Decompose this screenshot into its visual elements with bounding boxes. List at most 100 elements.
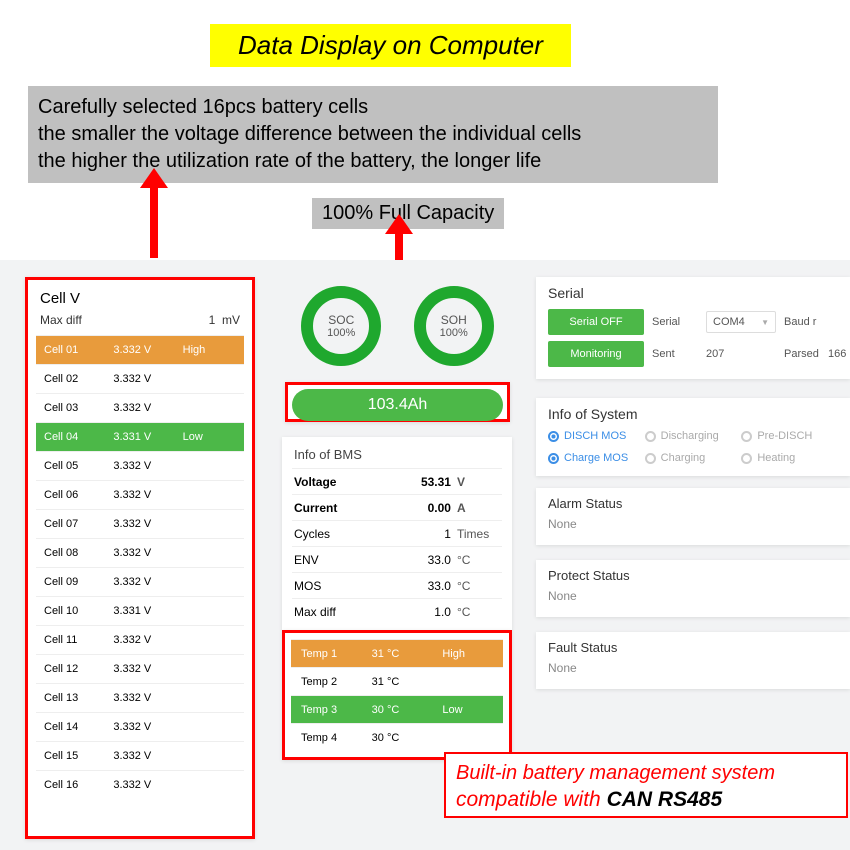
bms-value: 1: [382, 527, 457, 541]
bms-key: Voltage: [292, 475, 382, 489]
cell-name: Cell 05: [36, 460, 105, 472]
alarm-value: None: [548, 517, 838, 531]
system-info-panel: Info of System DISCH MOSDischargingPre-D…: [536, 398, 850, 476]
radio-dot-icon: [645, 431, 656, 442]
cell-voltage: 3.332 V: [105, 576, 174, 588]
bms-row: ENV33.0°C: [292, 546, 502, 572]
system-status-radio[interactable]: DISCH MOS: [548, 430, 645, 442]
system-status-radio[interactable]: Charging: [645, 452, 742, 464]
cell-voltage: 3.332 V: [105, 634, 174, 646]
cell-name: Cell 02: [36, 373, 105, 385]
cell-voltage: 3.332 V: [105, 402, 174, 414]
protect-title: Protect Status: [548, 568, 838, 589]
gauge-container: SOC 100% SOH 100%: [285, 278, 510, 373]
cell-name: Cell 15: [36, 750, 105, 762]
system-status-label: Heating: [757, 452, 795, 464]
cell-voltage: 3.331 V: [105, 605, 174, 617]
bms-unit: A: [457, 501, 502, 515]
note-line1: Built-in battery management system: [456, 760, 836, 786]
cell-name: Cell 06: [36, 489, 105, 501]
cell-voltage: 3.332 V: [105, 750, 174, 762]
bms-value: 33.0: [382, 553, 457, 567]
serial-panel: Serial Serial OFF Serial COM4▼ Baud r Mo…: [536, 277, 850, 379]
system-status-radio[interactable]: Pre-DISCH: [741, 430, 838, 442]
cell-voltage: 3.332 V: [105, 547, 174, 559]
cell-name: Cell 08: [36, 547, 105, 559]
system-status-label: Charge MOS: [564, 452, 628, 464]
sent-value: 207: [706, 348, 776, 360]
temp-value: 31 °C: [362, 676, 433, 688]
cell-row: Cell 073.332 V: [36, 509, 244, 538]
temp-name: Temp 4: [291, 732, 362, 744]
cell-name: Cell 01: [36, 344, 105, 356]
serial-off-button[interactable]: Serial OFF: [548, 309, 644, 335]
temp-tag: High: [432, 648, 503, 660]
soc-value: 100%: [327, 327, 355, 339]
protect-value: None: [548, 589, 838, 603]
cell-name: Cell 14: [36, 721, 105, 733]
cell-row: Cell 053.332 V: [36, 451, 244, 480]
system-status-label: Pre-DISCH: [757, 430, 812, 442]
cell-voltage: 3.332 V: [105, 373, 174, 385]
fault-status-panel: Fault Status None: [536, 632, 850, 689]
cell-row: Cell 023.332 V: [36, 364, 244, 393]
cell-voltage: 3.332 V: [105, 518, 174, 530]
bms-value: 33.0: [382, 579, 457, 593]
bms-value: 0.00: [382, 501, 457, 515]
cell-row: Cell 063.332 V: [36, 480, 244, 509]
cell-name: Cell 10: [36, 605, 105, 617]
cell-row: Cell 093.332 V: [36, 567, 244, 596]
system-status-radio[interactable]: Heating: [741, 452, 838, 464]
cell-name: Cell 03: [36, 402, 105, 414]
cell-row: Cell 163.332 V: [36, 770, 244, 799]
bms-title: Info of BMS: [292, 445, 502, 468]
system-status-label: DISCH MOS: [564, 430, 626, 442]
cell-name: Cell 16: [36, 779, 105, 791]
serial-title: Serial: [548, 285, 838, 309]
cell-voltage: 3.332 V: [105, 721, 174, 733]
temp-row: Temp 430 °C: [291, 723, 503, 751]
info-line: the smaller the voltage difference betwe…: [38, 121, 708, 148]
bms-unit: Times: [457, 527, 502, 541]
system-status-label: Discharging: [661, 430, 719, 442]
arrow-up-icon: [150, 186, 158, 258]
temp-row: Temp 131 °CHigh: [291, 639, 503, 667]
radio-dot-icon: [741, 431, 752, 442]
monitoring-button[interactable]: Monitoring: [548, 341, 644, 367]
temp-panel: Temp 131 °CHighTemp 231 °CTemp 330 °CLow…: [282, 630, 512, 760]
protect-status-panel: Protect Status None: [536, 560, 850, 617]
radio-dot-icon: [548, 453, 559, 464]
bms-key: Current: [292, 501, 382, 515]
system-status-radio[interactable]: Charge MOS: [548, 452, 645, 464]
cell-name: Cell 07: [36, 518, 105, 530]
cell-voltage-panel: Cell V Max diff 1 mV Cell 013.332 VHighC…: [25, 277, 255, 839]
system-status-radio[interactable]: Discharging: [645, 430, 742, 442]
bms-unit: °C: [457, 553, 502, 567]
temp-value: 31 °C: [362, 648, 433, 660]
radio-dot-icon: [741, 453, 752, 464]
alarm-status-panel: Alarm Status None: [536, 488, 850, 545]
bms-row: Max diff1.0°C: [292, 598, 502, 624]
soh-label: SOH: [441, 313, 467, 327]
parsed-value: 166: [828, 348, 846, 360]
bms-panel: Info of BMS Voltage53.31VCurrent0.00ACyc…: [282, 437, 512, 630]
temp-name: Temp 1: [291, 648, 362, 660]
cell-voltage: 3.332 V: [105, 779, 174, 791]
serial-port-select[interactable]: COM4▼: [706, 311, 776, 333]
temp-row: Temp 330 °CLow: [291, 695, 503, 723]
bms-unit: °C: [457, 579, 502, 593]
bms-value: 53.31: [382, 475, 457, 489]
bms-row: MOS33.0°C: [292, 572, 502, 598]
cellv-maxdiff: Max diff 1 mV: [36, 313, 244, 335]
chevron-down-icon: ▼: [761, 318, 769, 327]
capacity-bar: 103.4Ah: [292, 389, 503, 421]
fault-title: Fault Status: [548, 640, 838, 661]
soh-value: 100%: [440, 327, 468, 339]
bms-key: Cycles: [292, 527, 382, 541]
bms-row: Current0.00A: [292, 494, 502, 520]
capacity-bar-box: 103.4Ah: [285, 382, 510, 422]
cell-voltage: 3.332 V: [105, 663, 174, 675]
alarm-title: Alarm Status: [548, 496, 838, 517]
soh-gauge: SOH 100%: [414, 286, 494, 366]
note-line2a: compatible with: [456, 788, 607, 811]
